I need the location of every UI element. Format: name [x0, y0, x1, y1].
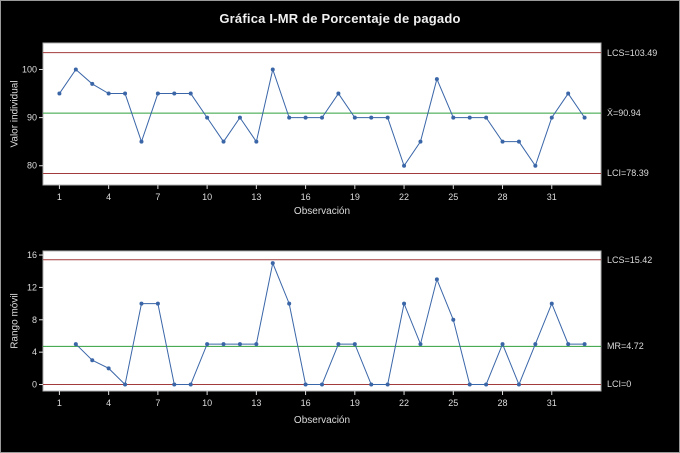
svg-text:16: 16	[301, 398, 311, 408]
svg-text:19: 19	[350, 192, 360, 202]
moving-range-ucl-label: LCS=15.42	[607, 255, 653, 265]
svg-text:13: 13	[251, 398, 261, 408]
svg-text:10: 10	[202, 192, 212, 202]
moving-range-ylabel: Rango móvil	[9, 293, 21, 349]
svg-text:28: 28	[498, 398, 508, 408]
svg-text:80: 80	[27, 161, 37, 171]
svg-text:10: 10	[202, 398, 212, 408]
svg-text:19: 19	[350, 398, 360, 408]
svg-text:13: 13	[251, 192, 261, 202]
individuals-ucl-label: LCS=103.49	[607, 48, 658, 58]
svg-text:16: 16	[27, 250, 37, 260]
moving-range-plot-canvas: 1 4 7 10 13 16 19 22 25 28 31 0 4 8 12 16	[27, 250, 602, 408]
svg-text:7: 7	[155, 398, 160, 408]
moving-range-xlabel: Observación	[293, 415, 351, 426]
svg-text:1: 1	[57, 192, 62, 202]
svg-text:4: 4	[106, 192, 111, 202]
svg-text:100: 100	[22, 64, 37, 74]
svg-text:16: 16	[301, 192, 311, 202]
svg-text:90: 90	[27, 113, 37, 123]
individuals-lcl-label: LCI=78.39	[607, 168, 649, 178]
individuals-center-label: X̄=90.94	[607, 108, 641, 118]
svg-text:4: 4	[32, 347, 37, 357]
svg-text:0: 0	[32, 380, 37, 390]
individuals-plot-canvas: 1 4 7 10 13 16 19 22 25 28 31 80 90 100	[22, 42, 602, 202]
svg-text:31: 31	[547, 398, 557, 408]
svg-text:12: 12	[27, 282, 37, 292]
individuals-ylabel: Valor individual	[9, 80, 21, 148]
svg-text:25: 25	[448, 398, 458, 408]
svg-text:8: 8	[32, 315, 37, 325]
svg-text:22: 22	[399, 398, 409, 408]
svg-text:1: 1	[57, 398, 62, 408]
svg-text:31: 31	[547, 192, 557, 202]
moving-range-lcl-label: LCI=0	[607, 379, 632, 389]
chart-title: Gráfica I-MR de Porcentaje de pagado	[219, 11, 461, 26]
moving-range-center-label: MR=4.72	[607, 341, 644, 351]
individuals-xlabel: Observación	[293, 206, 351, 217]
svg-text:28: 28	[498, 192, 508, 202]
svg-text:22: 22	[399, 192, 409, 202]
svg-text:4: 4	[106, 398, 111, 408]
svg-text:25: 25	[448, 192, 458, 202]
svg-text:7: 7	[155, 192, 160, 202]
